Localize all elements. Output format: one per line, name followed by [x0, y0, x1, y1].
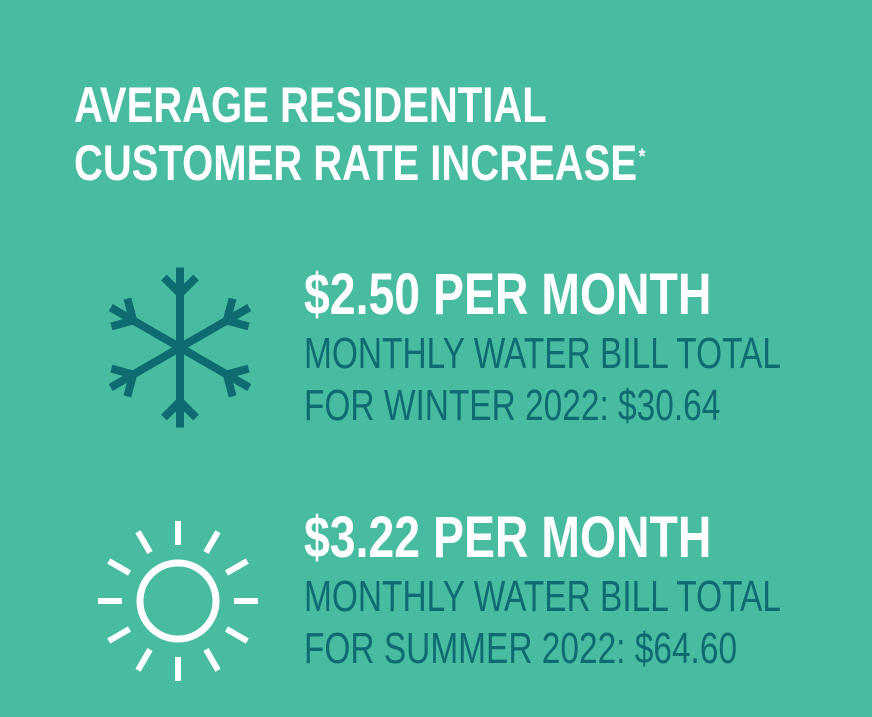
winter-rate-amount: $2.50 PER MONTH	[304, 262, 712, 327]
winter-detail-line-2: FOR WINTER 2022: $30.64	[304, 381, 721, 430]
title-line-1: AVERAGE RESIDENTIAL	[74, 77, 547, 133]
summer-detail-line-2: FOR SUMMER 2022: $64.60	[304, 624, 738, 673]
summer-rate-block: $3.22 PER MONTH MONTHLY WATER BILL TOTAL…	[304, 505, 872, 675]
winter-rate-block: $2.50 PER MONTH MONTHLY WATER BILL TOTAL…	[304, 262, 872, 432]
snowflake-icon	[108, 267, 252, 428]
footnote-mark: *	[638, 144, 646, 169]
title-line-2: CUSTOMER RATE INCREASE*	[74, 134, 645, 192]
sun-icon	[98, 521, 258, 681]
title-line-2-text: CUSTOMER RATE INCREASE	[74, 135, 638, 191]
page-title: AVERAGE RESIDENTIAL CUSTOMER RATE INCREA…	[74, 76, 645, 192]
winter-detail-line-1: MONTHLY WATER BILL TOTAL	[304, 329, 781, 378]
summer-detail-line-1: MONTHLY WATER BILL TOTAL	[304, 572, 781, 621]
summer-rate-amount: $3.22 PER MONTH	[304, 505, 712, 570]
